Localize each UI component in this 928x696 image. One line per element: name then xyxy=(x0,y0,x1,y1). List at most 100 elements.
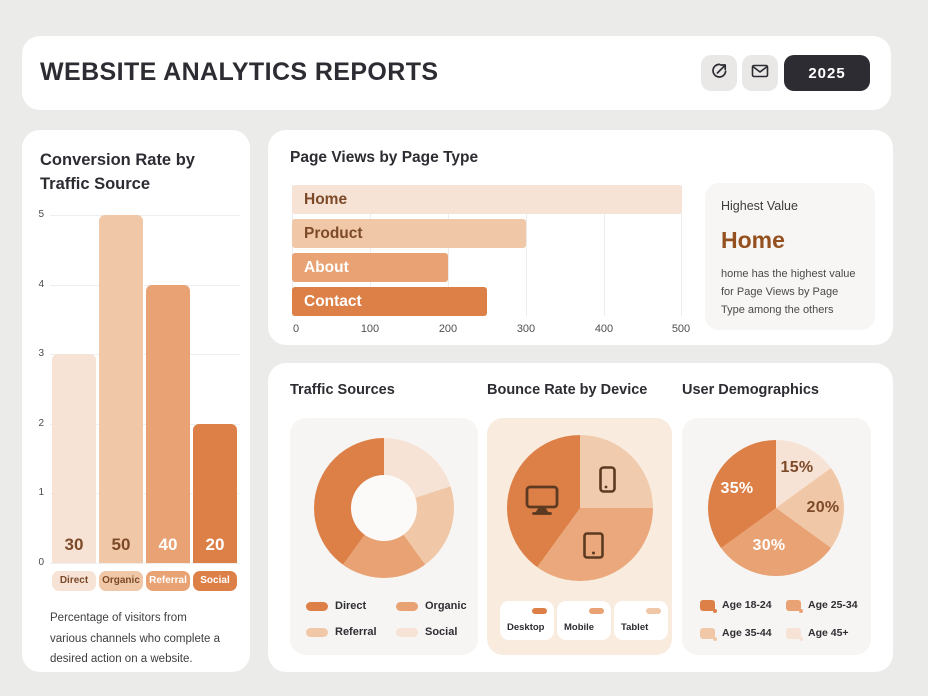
legend-swatch xyxy=(786,599,803,613)
x-tick: 400 xyxy=(594,323,614,335)
legend-item-age-35-44: Age 35-44 xyxy=(700,627,772,641)
conversion-title: Conversion Rate by Traffic Source xyxy=(40,149,195,197)
y-tick: 2 xyxy=(38,418,44,429)
legend-label: Tablet xyxy=(621,622,649,633)
legend-label: Social xyxy=(425,626,458,638)
y-tick: 5 xyxy=(38,209,44,220)
share-arrow-icon xyxy=(710,61,729,85)
category-pill-organic: Organic xyxy=(99,571,143,591)
legend-label: Age 25-34 xyxy=(808,599,858,611)
conversion-bar-chart: 30 50 40 20 xyxy=(50,215,240,564)
gridline xyxy=(292,185,293,316)
legend-label: Age 35-44 xyxy=(722,627,772,639)
highest-value-label: Highest Value xyxy=(721,199,798,213)
bounce-rate-card: Desktop Mobile Tablet xyxy=(487,418,672,655)
header-card: WEBSITE ANALYTICS REPORTS 2025 xyxy=(22,36,891,110)
gridline xyxy=(50,493,240,494)
bottom-charts-panel: Traffic Sources Bounce Rate by Device Us… xyxy=(268,363,893,672)
conversion-title-line1: Conversion Rate by xyxy=(40,151,195,169)
bar-social: 20 xyxy=(193,424,237,563)
traffic-sources-title: Traffic Sources xyxy=(290,382,395,398)
mail-button[interactable] xyxy=(742,55,778,91)
demographics-pie-chart: 15% 20% 30% 35% xyxy=(708,440,844,576)
highest-value-description: home has the highest value for Page View… xyxy=(721,268,856,317)
category-pill-social: Social xyxy=(193,571,237,591)
legend-swatch xyxy=(306,601,328,611)
legend-label: Mobile xyxy=(564,622,595,633)
gridline xyxy=(50,215,240,216)
category-pill-direct: Direct xyxy=(52,571,96,591)
legend-swatch xyxy=(700,627,717,641)
x-tick: 200 xyxy=(438,323,458,335)
year-badge[interactable]: 2025 xyxy=(784,55,870,91)
highest-value-name: Home xyxy=(721,227,785,253)
legend-swatch xyxy=(589,608,604,614)
bounce-rate-pie-chart xyxy=(507,435,653,581)
bar-value: 50 xyxy=(111,535,131,554)
x-tick: 300 xyxy=(516,323,536,335)
legend-item-age-25-34: Age 25-34 xyxy=(786,599,858,613)
legend-label: Age 45+ xyxy=(808,627,849,639)
y-tick: 4 xyxy=(38,279,44,290)
page-views-bar-chart: Home Product About Contact xyxy=(292,185,682,316)
share-button[interactable] xyxy=(701,55,737,91)
bar-label: About xyxy=(304,259,349,276)
smartphone-icon xyxy=(599,466,616,498)
conversion-caption: Percentage of visitors from various chan… xyxy=(50,612,221,666)
y-tick: 0 xyxy=(38,557,44,568)
legend-label: Direct xyxy=(335,600,367,612)
x-tick: 0 xyxy=(292,323,300,335)
legend-item-organic: Organic xyxy=(396,600,467,612)
bar-direct: 30 xyxy=(52,354,96,563)
x-tick: 100 xyxy=(360,323,380,335)
envelope-icon xyxy=(750,61,770,86)
legend-card-tablet: Tablet xyxy=(614,601,668,640)
legend-swatch xyxy=(396,601,418,611)
legend-swatch xyxy=(786,627,803,641)
gridline xyxy=(370,185,371,316)
gridline xyxy=(448,185,449,316)
bar-value: 40 xyxy=(158,535,178,554)
slice-label-35: 35% xyxy=(720,480,754,497)
bounce-rate-title: Bounce Rate by Device xyxy=(487,382,648,398)
legend-swatch xyxy=(646,608,661,614)
legend-label: Desktop xyxy=(507,622,545,633)
bar-home: Home xyxy=(292,185,682,214)
conversion-title-line2: Traffic Source xyxy=(40,174,151,193)
legend-label: Age 18-24 xyxy=(722,599,772,611)
legend-card-mobile: Mobile xyxy=(557,601,611,640)
slice-label-20: 20% xyxy=(806,499,840,516)
bar-label: Product xyxy=(304,225,363,242)
legend-swatch xyxy=(532,608,547,614)
legend-label: Organic xyxy=(425,600,467,612)
gridline xyxy=(526,185,527,316)
gridline xyxy=(604,185,605,316)
gridline xyxy=(681,185,682,316)
legend-item-age-45-plus: Age 45+ xyxy=(786,627,849,641)
highest-value-card: Highest Value Home home has the highest … xyxy=(705,183,875,330)
page-views-title: Page Views by Page Type xyxy=(290,149,479,166)
y-tick: 3 xyxy=(38,348,44,359)
bar-product: Product xyxy=(292,219,526,248)
demographics-title: User Demographics xyxy=(682,382,819,398)
desktop-monitor-icon xyxy=(525,485,559,521)
bar-organic: 50 xyxy=(99,215,143,563)
page-title: WEBSITE ANALYTICS REPORTS xyxy=(40,58,439,86)
legend-card-desktop: Desktop xyxy=(500,601,554,640)
bar-value: 30 xyxy=(64,535,84,554)
demographics-card: 15% 20% 30% 35% Age 18-24 Age 25-34 Age … xyxy=(682,418,871,655)
legend-item-age-18-24: Age 18-24 xyxy=(700,599,772,613)
slice-label-15: 15% xyxy=(780,459,814,476)
traffic-sources-donut-chart xyxy=(314,438,454,578)
legend-label: Referral xyxy=(335,626,377,638)
conversion-rate-panel: Conversion Rate by Traffic Source 5 4 3 … xyxy=(22,130,250,672)
x-tick: 500 xyxy=(671,323,691,335)
gridline xyxy=(50,563,240,564)
slice-label-30: 30% xyxy=(752,537,786,554)
gridline xyxy=(50,354,240,355)
legend-swatch xyxy=(396,627,418,637)
legend-swatch xyxy=(700,599,717,613)
traffic-sources-card: Direct Organic Referral Social xyxy=(290,418,478,655)
gridline xyxy=(50,424,240,425)
bar-value: 20 xyxy=(205,535,225,554)
